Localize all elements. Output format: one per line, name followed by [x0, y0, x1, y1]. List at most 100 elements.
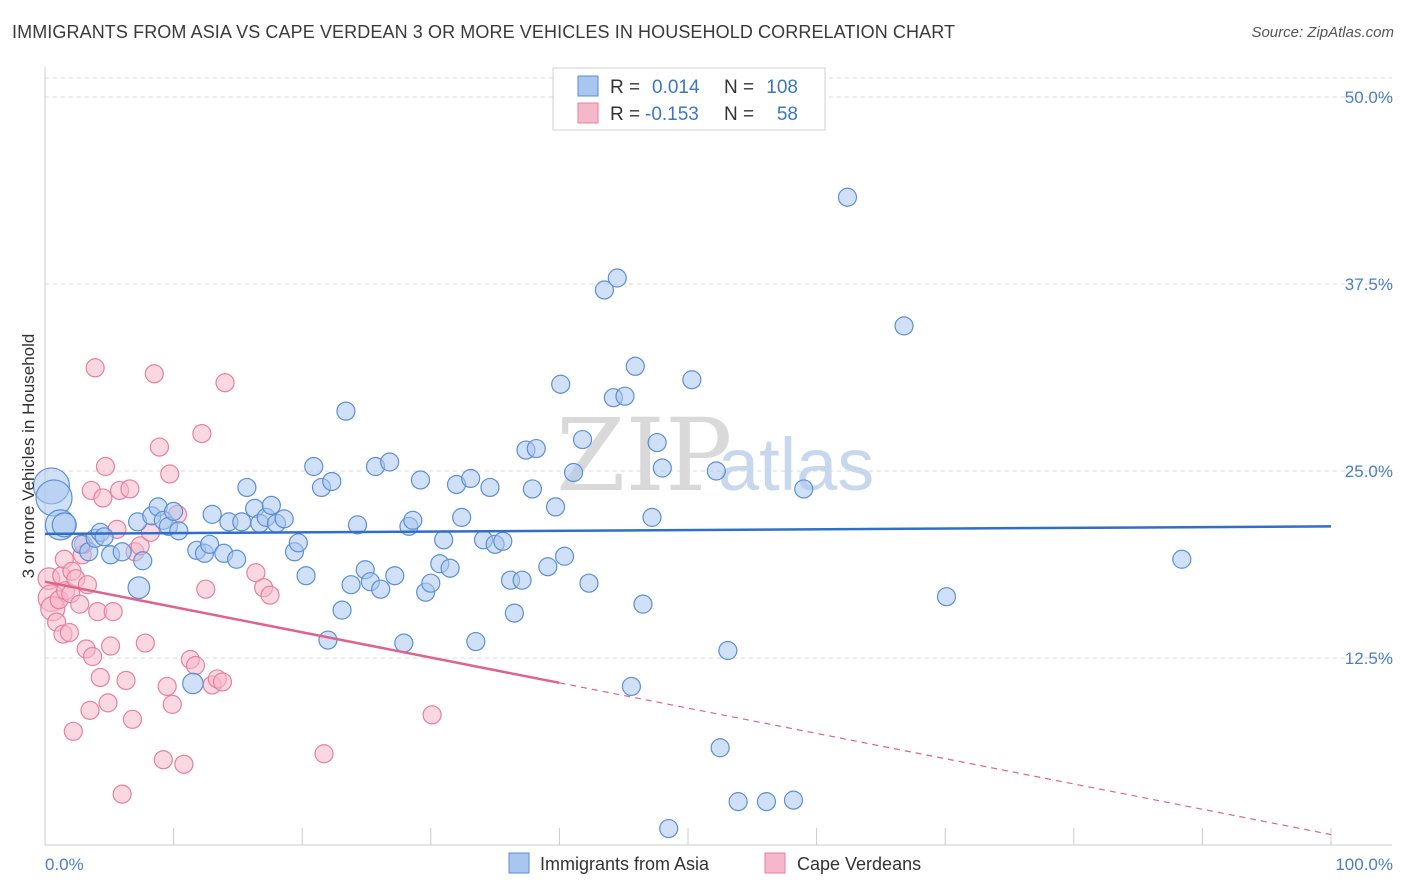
legend-n-value-2: 58	[777, 104, 798, 125]
point-cape-verdean-25	[93, 488, 113, 508]
point-asia-76	[538, 557, 558, 577]
point-asia-27	[227, 549, 247, 569]
trend-lines	[44, 525, 1332, 836]
point-cape-verdean-50	[192, 424, 212, 444]
point-asia-75	[526, 438, 546, 459]
point-cape-verdean-45	[162, 694, 182, 714]
point-asia-43	[332, 600, 352, 620]
point-cape-verdean-55	[215, 373, 235, 393]
point-asia-69	[493, 531, 513, 551]
point-asia-45	[341, 575, 361, 595]
point-asia-96	[710, 738, 730, 758]
point-asia-29	[237, 477, 257, 498]
point-asia-10	[112, 542, 132, 562]
series-legend: Immigrants from Asia Cape Verdeans	[508, 852, 921, 874]
y-tick-label-1: 25.0%	[1345, 462, 1393, 481]
point-cape-verdean-27	[98, 693, 118, 713]
point-asia-103	[894, 316, 914, 336]
point-asia-92	[652, 458, 672, 478]
point-cape-verdean-44	[160, 464, 180, 484]
point-asia-19	[169, 521, 189, 541]
point-asia-3	[51, 512, 77, 538]
correlation-legend: R = 0.014 N = 108 R = -0.153 N = 58	[552, 67, 826, 131]
point-asia-46	[347, 515, 368, 535]
point-asia-60	[434, 530, 454, 550]
legend-n-label-2: N =	[724, 104, 754, 125]
point-asia-104	[936, 587, 957, 607]
watermark-zip: ZIP	[556, 397, 732, 514]
trend-line-cape-verdean	[44, 580, 560, 685]
point-asia-80	[563, 462, 584, 483]
point-asia-24	[202, 504, 222, 524]
point-cape-verdean-24	[90, 667, 110, 688]
point-asia-11	[127, 576, 151, 600]
point-asia-85	[607, 268, 627, 288]
point-asia-50	[371, 579, 391, 599]
point-cape-verdean-58	[260, 585, 280, 605]
point-cape-verdean-51	[196, 579, 216, 599]
legend-r-label-2: R =	[610, 104, 640, 125]
point-cape-verdean-34	[120, 479, 140, 499]
point-asia-35	[274, 509, 294, 529]
point-asia-23	[200, 534, 220, 554]
y-axis-label: 3 or more Vehicles in Household	[19, 334, 38, 579]
series-immigrants-from-asia	[32, 187, 1192, 839]
point-asia-44	[336, 401, 356, 421]
point-asia-78	[551, 374, 571, 394]
point-asia-52	[385, 566, 405, 586]
point-asia-95	[706, 461, 726, 481]
point-asia-51	[380, 452, 400, 472]
point-asia-71	[504, 603, 524, 623]
bottom-legend-label-2: Cape Verdeans	[797, 854, 921, 874]
legend-n-value-1: 108	[766, 77, 798, 98]
x-tick-label-0: 0.0%	[45, 855, 84, 874]
point-asia-39	[304, 456, 324, 477]
bottom-legend-swatch-pink	[764, 852, 786, 874]
point-cape-verdean-56	[246, 563, 266, 583]
point-asia-94	[682, 370, 702, 390]
watermark: ZIP atlas	[556, 397, 874, 514]
legend-r-label-1: R =	[610, 77, 640, 98]
point-asia-98	[728, 792, 748, 812]
y-tick-label-3: 50.0%	[1345, 88, 1393, 107]
point-asia-81	[572, 429, 593, 450]
point-cape-verdean-32	[112, 784, 132, 804]
point-asia-102	[837, 187, 858, 207]
point-cape-verdean-9	[59, 622, 80, 643]
point-asia-33	[261, 495, 281, 516]
legend-r-value-2: -0.153	[645, 104, 699, 125]
point-cape-verdean-60	[422, 705, 442, 725]
axes	[44, 67, 1392, 846]
point-cape-verdean-47	[174, 754, 194, 774]
point-cape-verdean-29	[103, 602, 123, 622]
point-asia-74	[522, 479, 542, 499]
legend-n-label-1: N =	[724, 77, 754, 98]
y-ticks: 12.5% 25.0% 37.5% 50.0%	[1345, 88, 1393, 668]
bottom-legend-swatch-blue	[508, 852, 530, 874]
point-cape-verdean-41	[149, 437, 170, 457]
point-asia-77	[545, 497, 566, 517]
point-cape-verdean-19	[80, 700, 100, 720]
point-asia-86	[615, 386, 635, 406]
legend-swatch-blue	[577, 75, 599, 97]
x-tick-label-1: 100.0%	[1335, 855, 1393, 874]
point-asia-83	[594, 280, 615, 300]
point-cape-verdean-21	[82, 646, 103, 667]
bottom-legend-label-1: Immigrants from Asia	[540, 854, 710, 874]
point-cape-verdean-35	[122, 709, 143, 729]
point-asia-20	[182, 672, 204, 695]
trend-line-asia	[44, 525, 1332, 536]
point-asia-79	[554, 546, 575, 566]
point-cape-verdean-26	[95, 456, 116, 477]
point-asia-91	[647, 432, 667, 453]
point-asia-63	[452, 507, 472, 527]
source-label: Source: ZipAtlas.com	[1251, 24, 1394, 41]
point-asia-93	[659, 818, 679, 839]
point-asia-41	[322, 471, 342, 492]
y-tick-label-0: 12.5%	[1345, 649, 1393, 668]
point-cape-verdean-54	[212, 672, 233, 692]
point-cape-verdean-14	[70, 594, 90, 614]
point-asia-28	[232, 512, 252, 532]
point-asia-8	[94, 527, 114, 547]
